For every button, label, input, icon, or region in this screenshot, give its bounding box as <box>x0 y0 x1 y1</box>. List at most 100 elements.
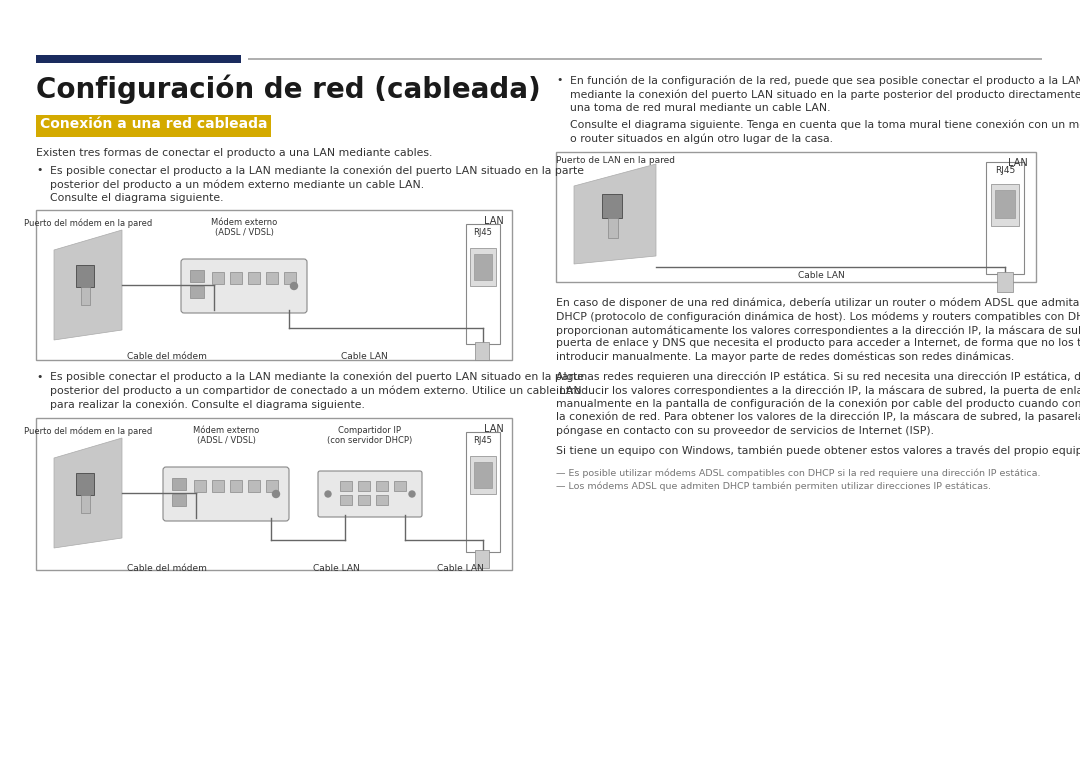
Text: Consulte el diagrama siguiente.: Consulte el diagrama siguiente. <box>50 193 224 203</box>
Text: Compartidor IP: Compartidor IP <box>338 426 402 435</box>
Polygon shape <box>54 230 122 340</box>
Bar <box>602 194 622 218</box>
Bar <box>991 184 1020 226</box>
Bar <box>986 162 1024 274</box>
Text: — Es posible utilizar módems ADSL compatibles con DHCP si la red requiere una di: — Es posible utilizar módems ADSL compat… <box>556 468 1040 478</box>
Text: Configuración de red (cableada): Configuración de red (cableada) <box>36 75 541 105</box>
Text: Cable LAN: Cable LAN <box>436 564 484 573</box>
Bar <box>284 272 296 284</box>
Text: RJ45: RJ45 <box>473 436 492 445</box>
Bar <box>172 494 186 506</box>
Text: Es posible conectar el producto a la LAN mediante la conexión del puerto LAN sit: Es posible conectar el producto a la LAN… <box>50 165 584 175</box>
Bar <box>465 224 500 344</box>
Bar <box>475 342 489 360</box>
Bar <box>190 286 204 298</box>
Bar <box>248 58 1042 60</box>
Text: póngase en contacto con su proveedor de servicios de Internet (ISP).: póngase en contacto con su proveedor de … <box>556 426 934 436</box>
Text: LAN: LAN <box>484 216 504 226</box>
Text: posterior del producto a un módem externo mediante un cable LAN.: posterior del producto a un módem extern… <box>50 179 424 189</box>
Bar <box>190 270 204 282</box>
Text: puerta de enlace y DNS que necesita el producto para acceder a Internet, de form: puerta de enlace y DNS que necesita el p… <box>556 339 1080 349</box>
Text: — Los módems ADSL que admiten DHCP también permiten utilizar direcciones IP está: — Los módems ADSL que admiten DHCP tambi… <box>556 481 991 491</box>
Bar <box>340 481 352 491</box>
Bar <box>230 480 242 492</box>
Text: una toma de red mural mediante un cable LAN.: una toma de red mural mediante un cable … <box>570 103 831 113</box>
Text: Es posible conectar el producto a la LAN mediante la conexión del puerto LAN sit: Es posible conectar el producto a la LAN… <box>50 372 584 382</box>
Bar <box>266 272 278 284</box>
Text: proporcionan automáticamente los valores correspondientes a la dirección IP, la : proporcionan automáticamente los valores… <box>556 325 1080 336</box>
Polygon shape <box>573 164 656 264</box>
Text: (ADSL / VDSL): (ADSL / VDSL) <box>197 436 256 445</box>
Text: Cable LAN: Cable LAN <box>340 352 388 361</box>
Circle shape <box>325 491 330 497</box>
Bar <box>997 272 1013 292</box>
Text: •: • <box>36 372 42 382</box>
Text: LAN: LAN <box>484 424 504 434</box>
Text: Cable LAN: Cable LAN <box>798 271 845 280</box>
Circle shape <box>272 491 280 497</box>
Text: o router situados en algún otro lugar de la casa.: o router situados en algún otro lugar de… <box>570 133 833 143</box>
Bar <box>474 254 492 280</box>
Text: Módem externo: Módem externo <box>193 426 259 435</box>
Bar <box>36 55 241 63</box>
Polygon shape <box>54 438 122 548</box>
Bar <box>470 248 496 286</box>
Bar <box>212 480 224 492</box>
Bar <box>995 190 1015 218</box>
Text: Cable del módem: Cable del módem <box>127 564 207 573</box>
Text: •: • <box>36 165 42 175</box>
FancyBboxPatch shape <box>163 467 289 521</box>
Bar <box>376 495 388 505</box>
Bar <box>248 272 260 284</box>
Bar <box>465 432 500 552</box>
Circle shape <box>291 282 297 289</box>
Bar <box>357 495 370 505</box>
Text: RJ45: RJ45 <box>473 228 492 237</box>
Bar <box>76 265 94 287</box>
Bar <box>36 115 271 137</box>
Bar <box>608 218 618 238</box>
Text: la conexión de red. Para obtener los valores de la dirección IP, la máscara de s: la conexión de red. Para obtener los val… <box>556 412 1080 423</box>
Bar <box>172 478 186 490</box>
Text: posterior del producto a un compartidor de conectado a un módem externo. Utilice: posterior del producto a un compartidor … <box>50 386 582 397</box>
Bar <box>230 272 242 284</box>
Text: LAN: LAN <box>1009 158 1028 168</box>
Bar <box>474 462 492 488</box>
Text: Cable del módem: Cable del módem <box>127 352 207 361</box>
Text: En caso de disponer de una red dinámica, debería utilizar un router o módem ADSL: En caso de disponer de una red dinámica,… <box>556 298 1079 308</box>
Text: En función de la configuración de la red, puede que sea posible conectar el prod: En función de la configuración de la red… <box>570 75 1080 85</box>
Text: •: • <box>556 75 563 85</box>
Bar <box>376 481 388 491</box>
Text: Puerto del módem en la pared: Puerto del módem en la pared <box>24 218 152 227</box>
FancyBboxPatch shape <box>318 471 422 517</box>
Bar <box>266 480 278 492</box>
Text: Módem externo: Módem externo <box>211 218 278 227</box>
Circle shape <box>409 491 415 497</box>
Bar <box>470 456 496 494</box>
Bar <box>475 550 489 568</box>
Bar <box>340 495 352 505</box>
Text: introducir los valores correspondientes a la dirección IP, la máscara de subred,: introducir los valores correspondientes … <box>556 385 1080 395</box>
Text: Puerto del módem en la pared: Puerto del módem en la pared <box>24 426 152 436</box>
Text: Puerto de LAN en la pared: Puerto de LAN en la pared <box>555 156 675 165</box>
Text: Si tiene un equipo con Windows, también puede obtener estos valores a través del: Si tiene un equipo con Windows, también … <box>556 445 1080 456</box>
FancyBboxPatch shape <box>181 259 307 313</box>
Bar <box>394 481 406 491</box>
Text: RJ45: RJ45 <box>995 166 1015 175</box>
Bar <box>81 495 90 513</box>
Text: para realizar la conexión. Consulte el diagrama siguiente.: para realizar la conexión. Consulte el d… <box>50 400 365 410</box>
Bar <box>556 152 1036 282</box>
Text: (con servidor DHCP): (con servidor DHCP) <box>327 436 413 445</box>
Bar <box>81 287 90 305</box>
Text: introducir manualmente. La mayor parte de redes domésticas son redes dinámicas.: introducir manualmente. La mayor parte d… <box>556 352 1014 362</box>
Text: Consulte el diagrama siguiente. Tenga en cuenta que la toma mural tiene conexión: Consulte el diagrama siguiente. Tenga en… <box>570 119 1080 130</box>
Bar <box>194 480 206 492</box>
Text: mediante la conexión del puerto LAN situado en la parte posterior del producto d: mediante la conexión del puerto LAN situ… <box>570 89 1080 99</box>
Text: DHCP (protocolo de configuración dinámica de host). Los módems y routers compati: DHCP (protocolo de configuración dinámic… <box>556 311 1080 322</box>
Bar <box>36 418 512 570</box>
Text: Conexión a una red cableada: Conexión a una red cableada <box>40 117 268 131</box>
Text: Existen tres formas de conectar el producto a una LAN mediante cables.: Existen tres formas de conectar el produ… <box>36 148 432 158</box>
Bar <box>36 210 512 360</box>
Text: manualmente en la pantalla de configuración de la conexión por cable del product: manualmente en la pantalla de configurac… <box>556 398 1080 409</box>
Bar <box>76 473 94 495</box>
